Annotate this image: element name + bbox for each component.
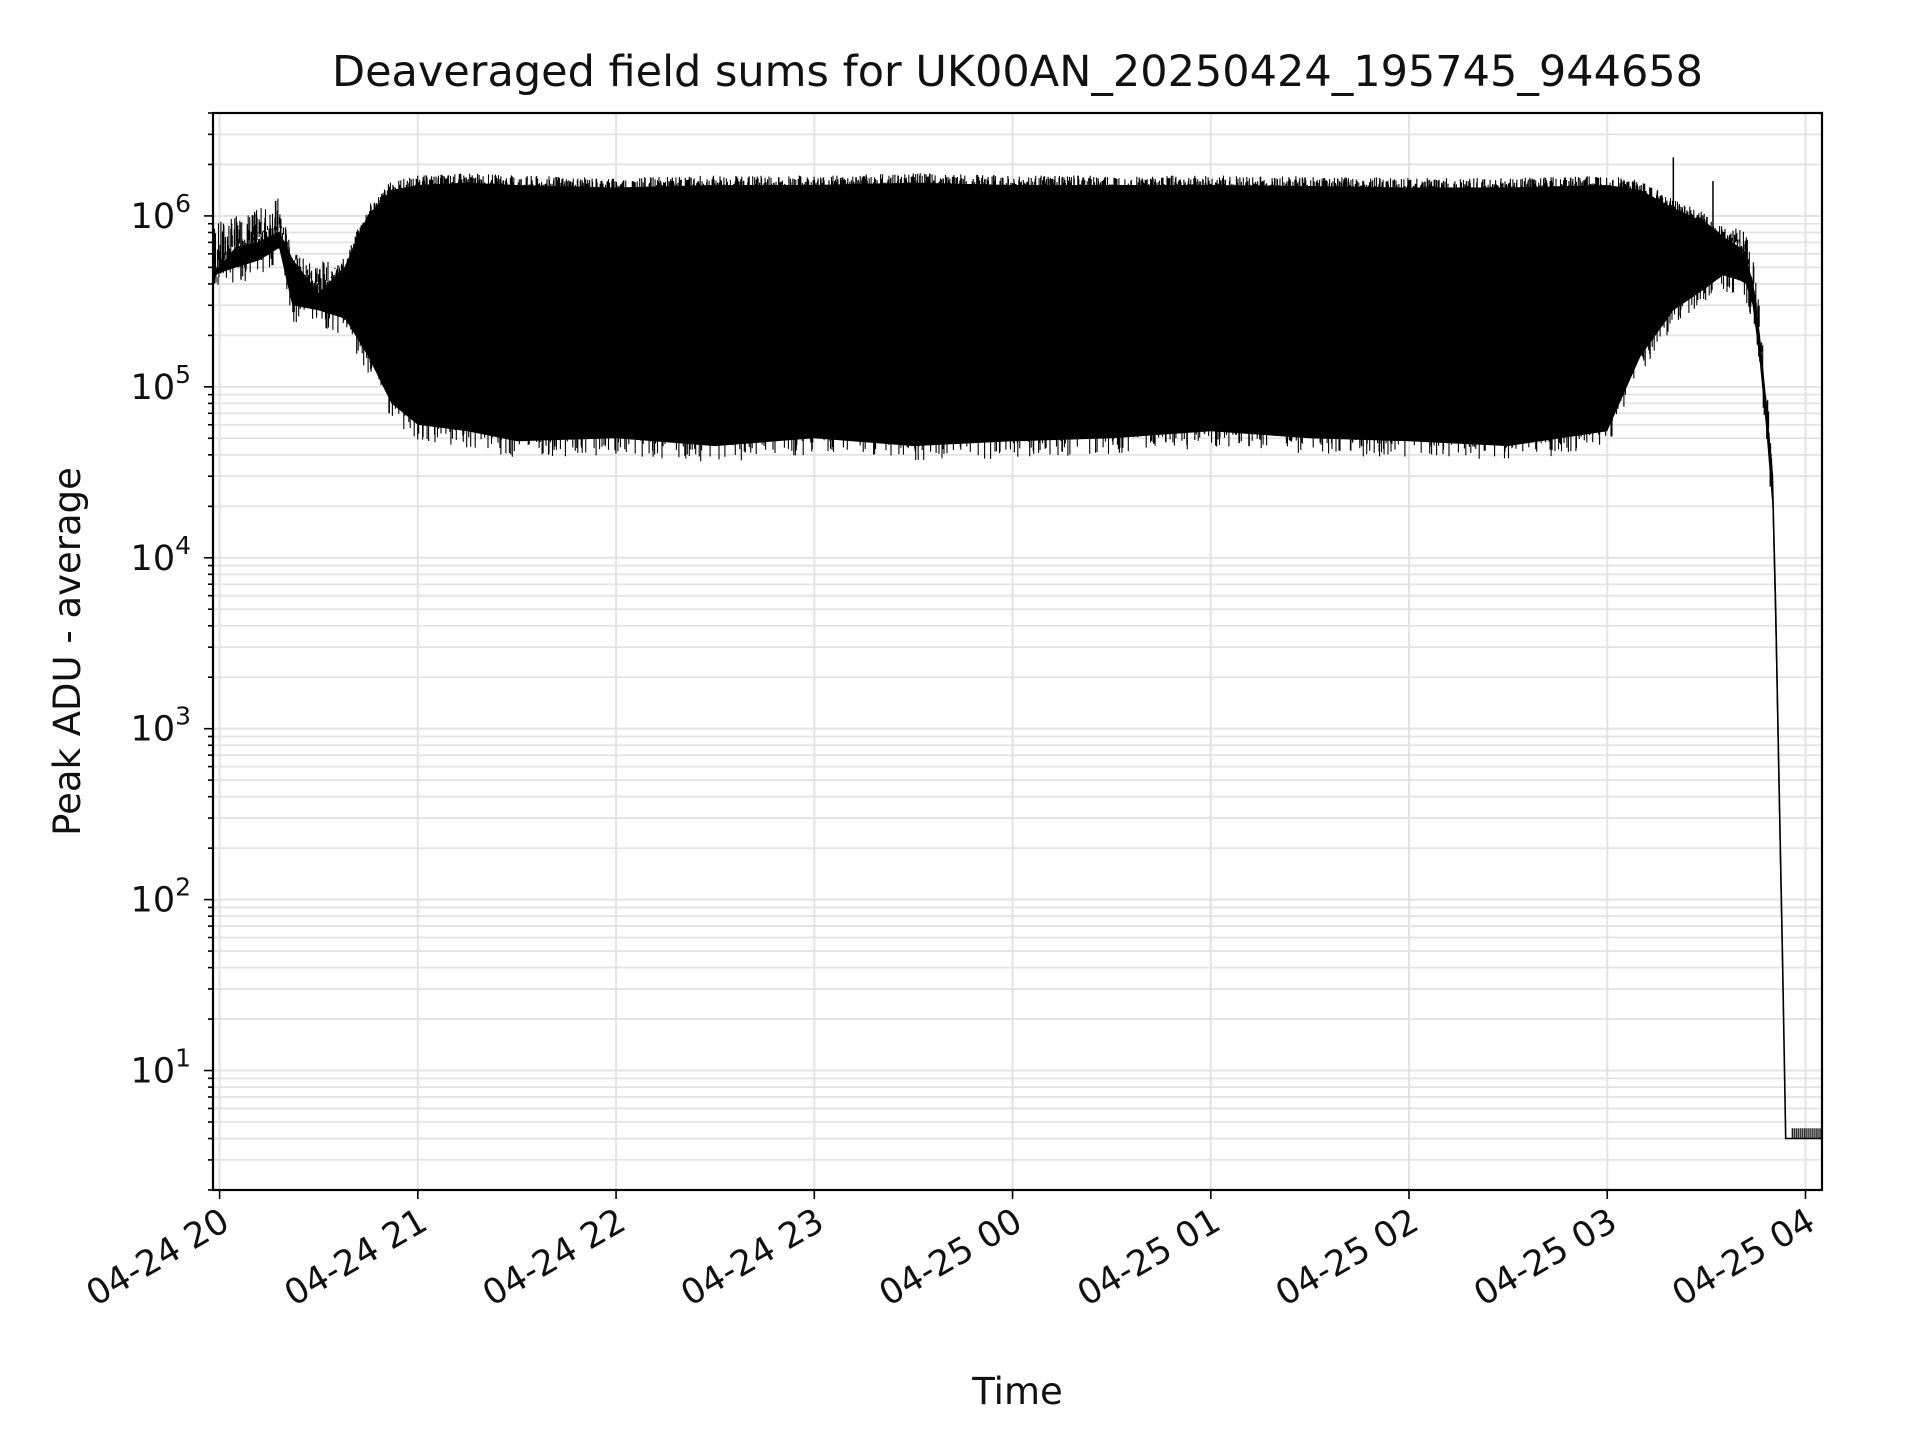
y-tick-label: 103 <box>131 702 191 750</box>
y-tick-label: 106 <box>131 189 191 237</box>
x-tick-label: 04-25 00 <box>873 1201 1029 1314</box>
y-tick-exponent: 5 <box>175 360 191 389</box>
y-tick-label: 101 <box>131 1044 191 1092</box>
y-tick-exponent: 4 <box>175 531 191 560</box>
x-tick-label: 04-24 20 <box>80 1201 236 1314</box>
y-tick-base: 10 <box>131 1052 176 1092</box>
y-tick-exponent: 3 <box>175 702 191 731</box>
x-tick-label: 04-25 04 <box>1666 1201 1822 1314</box>
y-tick-label: 102 <box>131 873 191 921</box>
x-tick-label: 04-24 21 <box>278 1201 434 1314</box>
y-tick-exponent: 2 <box>175 873 191 902</box>
x-tick-label: 04-24 22 <box>476 1201 632 1314</box>
x-axis-label: Time <box>971 1370 1063 1413</box>
y-tick-base: 10 <box>131 539 176 579</box>
y-axis-label: Peak ADU - average <box>46 467 89 836</box>
x-axis-ticks: 04-24 20 04-24 21 04-24 22 04-24 23 04-25 00… <box>80 1190 1822 1314</box>
y-tick-exponent: 1 <box>175 1044 191 1073</box>
y-tick-base: 10 <box>131 881 176 921</box>
y-tick-base: 10 <box>131 710 176 750</box>
y-tick-base: 10 <box>131 197 176 237</box>
x-tick-label: 04-24 23 <box>675 1201 831 1314</box>
data-spikes <box>212 157 1823 1139</box>
x-tick-label: 04-25 02 <box>1269 1201 1425 1314</box>
x-tick-label: 04-25 01 <box>1071 1201 1227 1314</box>
y-tick-label: 104 <box>131 531 191 579</box>
chart-title: Deaveraged field sums for UK00AN_2025042… <box>332 47 1703 97</box>
y-tick-label: 105 <box>131 360 191 408</box>
plot-frame <box>211 111 1824 1192</box>
y-tick-base: 10 <box>131 368 176 408</box>
y-tick-exponent: 6 <box>175 189 191 218</box>
x-tick-label: 04-25 03 <box>1467 1201 1623 1314</box>
data-floor-comb <box>1791 1128 1823 1139</box>
